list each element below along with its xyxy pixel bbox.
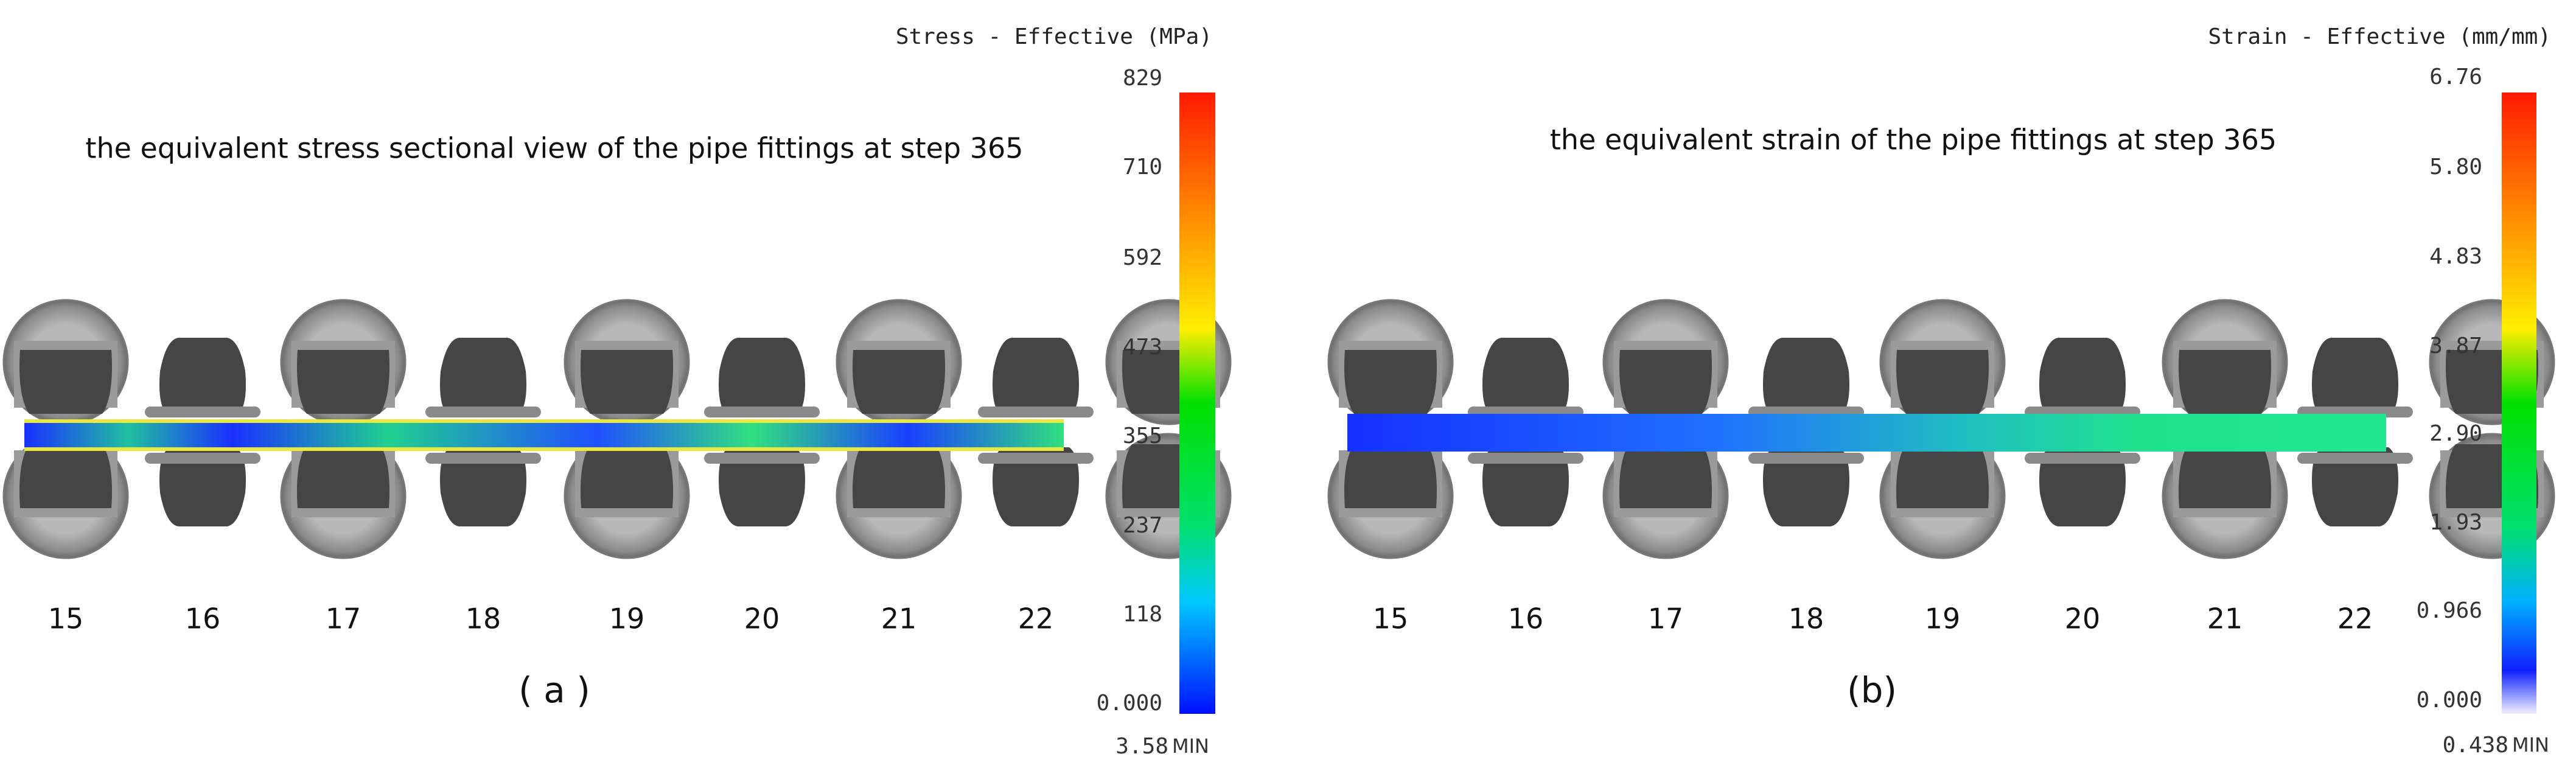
roller-core bbox=[853, 350, 945, 414]
roller-flange bbox=[2025, 453, 2140, 464]
min-value: 3.58 bbox=[1115, 734, 1168, 759]
roller-wedge bbox=[719, 338, 805, 417]
stand-number: 19 bbox=[609, 602, 645, 635]
legend-title: Stress - Effective (MPa) bbox=[896, 24, 1212, 49]
roller-flange bbox=[425, 453, 541, 464]
legend-tick: 1.93 bbox=[2429, 510, 2482, 535]
legend-tick: 6.76 bbox=[2429, 65, 2482, 89]
legend-tick: 5.80 bbox=[2429, 155, 2482, 180]
roller-core bbox=[581, 444, 673, 508]
roller-wedge bbox=[440, 338, 526, 417]
stand-number: 18 bbox=[1789, 602, 1824, 635]
legend-tick: 2.90 bbox=[2429, 421, 2482, 446]
color-bar bbox=[2502, 93, 2536, 714]
roller-wedge bbox=[2312, 447, 2398, 526]
stand-number: 16 bbox=[185, 602, 221, 635]
panel-title: the equivalent strain of the pipe fittin… bbox=[1550, 124, 2277, 156]
roller-core bbox=[1619, 350, 1712, 414]
roller-wedge bbox=[2039, 447, 2126, 526]
roller-wedge bbox=[440, 447, 526, 526]
roller-core bbox=[1344, 350, 1437, 414]
roller-wedge bbox=[2312, 338, 2398, 417]
roller-wedge bbox=[2039, 338, 2126, 417]
min-value: 0.438 bbox=[2443, 733, 2508, 758]
stand-number: 15 bbox=[1373, 602, 1409, 635]
roller-flange bbox=[2297, 453, 2413, 464]
roller-flange bbox=[1748, 453, 1864, 464]
roller-wedge bbox=[159, 338, 246, 417]
stand-number: 15 bbox=[48, 602, 84, 635]
roller-core bbox=[853, 444, 945, 508]
color-bar bbox=[1179, 93, 1215, 714]
pipe bbox=[24, 421, 1064, 449]
legend-tick: 355 bbox=[1123, 424, 1162, 449]
roller-flange bbox=[145, 453, 260, 464]
roller-core bbox=[1619, 444, 1712, 508]
stand-number: 22 bbox=[2337, 602, 2373, 635]
roller-wedge bbox=[993, 447, 1079, 526]
roller-flange bbox=[978, 453, 1094, 464]
legend-tick: 0.000 bbox=[1097, 691, 1162, 716]
roller-wedge bbox=[1482, 447, 1569, 526]
roller-flange bbox=[978, 407, 1094, 417]
roller-core bbox=[581, 350, 673, 414]
roller-flange bbox=[1468, 453, 1583, 464]
roller-core bbox=[1896, 444, 1989, 508]
stand-number: 16 bbox=[1508, 602, 1544, 635]
pipe bbox=[1347, 414, 2386, 452]
legend-tick: 237 bbox=[1123, 513, 1162, 538]
legend-tick: 118 bbox=[1123, 602, 1162, 627]
stand-number: 21 bbox=[2207, 602, 2243, 635]
roller-wedge bbox=[1763, 447, 1849, 526]
legend-tick: 0.966 bbox=[2417, 598, 2482, 623]
stand-number: 20 bbox=[2065, 602, 2101, 635]
roller-core bbox=[1344, 444, 1437, 508]
stand-number: 21 bbox=[881, 602, 917, 635]
roller-wedge bbox=[1482, 338, 1569, 417]
legend-tick: 4.83 bbox=[2429, 244, 2482, 269]
roller-wedge bbox=[1763, 338, 1849, 417]
caption: ( a ) bbox=[518, 669, 590, 711]
min-word: MIN bbox=[2512, 733, 2549, 756]
legend-tick: 3.87 bbox=[2429, 333, 2482, 358]
stand-number: 17 bbox=[326, 602, 361, 635]
legend-tick: 592 bbox=[1123, 245, 1162, 270]
roller-core bbox=[19, 444, 112, 508]
legend-tick: 710 bbox=[1123, 155, 1162, 180]
caption: (b) bbox=[1847, 669, 1897, 711]
legend-tick: 473 bbox=[1123, 335, 1162, 360]
roller-core bbox=[297, 350, 389, 414]
roller-flange bbox=[704, 453, 820, 464]
stand-number: 20 bbox=[744, 602, 780, 635]
roller-flange bbox=[425, 407, 541, 417]
roller-wedge bbox=[993, 338, 1079, 417]
min-word: MIN bbox=[1172, 735, 1209, 758]
roller-flange bbox=[704, 407, 820, 417]
stand-number: 19 bbox=[1925, 602, 1961, 635]
roller-wedge bbox=[159, 447, 246, 526]
stand-number: 22 bbox=[1018, 602, 1054, 635]
roller-core bbox=[297, 444, 389, 508]
roller-flange bbox=[145, 407, 260, 417]
roller-core bbox=[1896, 350, 1989, 414]
legend-title: Strain - Effective (mm/mm) bbox=[2208, 24, 2551, 49]
panel-title: the equivalent stress sectional view of … bbox=[85, 132, 1023, 165]
legend-tick: 0.000 bbox=[2417, 688, 2482, 713]
legend-tick: 829 bbox=[1123, 66, 1162, 91]
roller-core bbox=[19, 350, 112, 414]
roller-wedge bbox=[719, 447, 805, 526]
stand-number: 17 bbox=[1648, 602, 1684, 635]
roller-core bbox=[2179, 444, 2271, 508]
roller-core bbox=[2179, 350, 2271, 414]
stand-number: 18 bbox=[466, 602, 501, 635]
